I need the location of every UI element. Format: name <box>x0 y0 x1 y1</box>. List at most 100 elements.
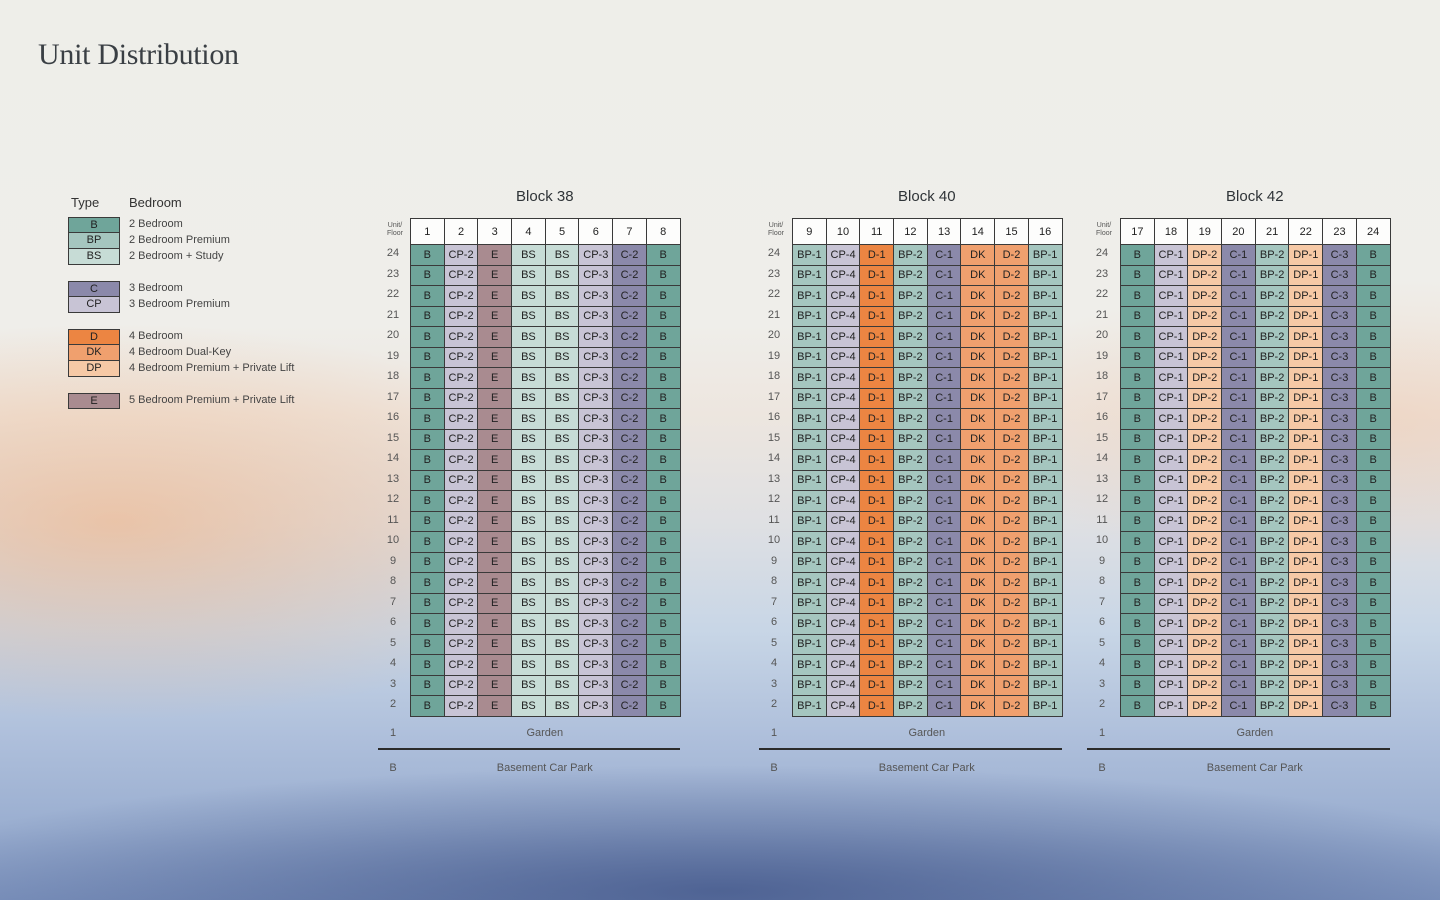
unit-cell: DP-1 <box>1288 674 1324 696</box>
unit-cell: B <box>1120 572 1155 594</box>
unit-number-cell: 3 <box>477 218 513 245</box>
floor-row-20: BP-1 CP-4 D-1 BP-2 C-1 DK D-2 BP-1 <box>792 326 1063 348</box>
legend-label: 5 Bedroom Premium + Private Lift <box>129 394 295 406</box>
unit-cell: D-2 <box>994 244 1029 266</box>
unit-cell: B <box>1355 469 1391 491</box>
floor-row-11: B CP-1 DP-2 C-1 BP-2 DP-1 C-3 B <box>1120 510 1391 532</box>
block-block-40: Block 40 Unit/ Floor 24 23 22 21 20 19 18 17 16 15 1… <box>759 188 1063 788</box>
unit-cell: C-1 <box>1221 387 1256 409</box>
unit-cell: B <box>645 428 681 450</box>
unit-cell: BP-1 <box>792 244 827 266</box>
unit-cell: D-2 <box>994 490 1029 512</box>
unit-cell: DP-2 <box>1187 326 1223 348</box>
floor-label: 17 <box>386 390 400 403</box>
unit-cell: BP-1 <box>792 674 827 696</box>
unit-cell: D-1 <box>859 572 895 594</box>
floor-row-10: BP-1 CP-4 D-1 BP-2 C-1 DK D-2 BP-1 <box>792 531 1063 553</box>
unit-cell: D-1 <box>859 633 895 655</box>
unit-cell: B <box>1120 305 1155 327</box>
unit-cell: BP-1 <box>1027 572 1063 594</box>
floor-label: 21 <box>767 308 781 321</box>
unit-cell: DP-2 <box>1187 654 1223 676</box>
unit-cell: E <box>477 408 513 430</box>
floor-label: 3 <box>770 677 778 690</box>
unit-cell: B <box>410 490 445 512</box>
unit-cell: BS <box>544 367 580 389</box>
unit-cell: CP-2 <box>443 428 479 450</box>
unit-cell: BP-1 <box>1027 387 1063 409</box>
unit-cell: C-1 <box>926 367 962 389</box>
unit-cell: CP-3 <box>578 531 614 553</box>
floor-label: 14 <box>386 452 400 464</box>
unit-cell: B <box>410 367 445 389</box>
unit-cell: D-2 <box>994 551 1029 573</box>
unit-cell: D-2 <box>994 264 1029 286</box>
unit-cell: BP-1 <box>792 633 827 655</box>
unit-cell: BS <box>511 510 546 532</box>
floor-label: 4 <box>1098 657 1106 669</box>
floor-row-5: B CP-2 E BS BS CP-3 C-2 B <box>410 633 681 655</box>
floor-label: 24 <box>1095 247 1109 259</box>
unit-cell: DP-1 <box>1288 551 1324 573</box>
floor-label: 8 <box>389 575 397 587</box>
unit-cell: C-1 <box>926 408 962 430</box>
unit-cell: BS <box>544 346 580 368</box>
unit-cell: BP-1 <box>792 490 827 512</box>
unit-cell: BS <box>544 592 580 614</box>
floor-label: 16 <box>1095 411 1109 423</box>
unit-cell: CP-1 <box>1153 285 1189 307</box>
floor-label: 20 <box>767 329 781 341</box>
unit-cell: C-1 <box>1221 428 1256 450</box>
unit-cell: BS <box>544 510 580 532</box>
floor-row-17: BP-1 CP-4 D-1 BP-2 C-1 DK D-2 BP-1 <box>792 387 1063 409</box>
floor-label: 10 <box>1095 534 1109 546</box>
floor-row-18: B CP-1 DP-2 C-1 BP-2 DP-1 C-3 B <box>1120 367 1391 389</box>
unit-cell: DP-2 <box>1187 572 1223 594</box>
unit-cell: C-3 <box>1322 531 1357 553</box>
unit-cell: C-2 <box>612 572 647 594</box>
floor-label: 19 <box>1095 349 1109 362</box>
unit-cell: CP-3 <box>578 346 614 368</box>
basement-car-park-label: Basement Car Park <box>878 761 975 774</box>
unit-cell: B <box>410 572 445 594</box>
unit-cell: CP-3 <box>578 244 614 266</box>
unit-cell: BS <box>511 408 546 430</box>
unit-cell: C-1 <box>926 531 962 553</box>
unit-cell: E <box>477 428 513 450</box>
unit-cell: BP-2 <box>893 490 928 512</box>
floor-label: 17 <box>1095 390 1109 403</box>
unit-cell: C-3 <box>1322 449 1357 471</box>
unit-cell: BS <box>544 490 580 512</box>
unit-cell: D-1 <box>859 490 895 512</box>
unit-cell: DP-1 <box>1288 305 1324 327</box>
floor-row-9: B CP-1 DP-2 C-1 BP-2 DP-1 C-3 B <box>1120 551 1391 573</box>
unit-cell: BP-2 <box>893 592 928 614</box>
unit-cell: DP-2 <box>1187 285 1223 307</box>
unit-cell: BP-1 <box>1027 326 1063 348</box>
unit-cell: CP-1 <box>1153 469 1189 491</box>
unit-cell: DP-1 <box>1288 654 1324 676</box>
floor-label: 11 <box>387 513 399 526</box>
unit-cell: B <box>1355 654 1391 676</box>
unit-cell: BP-1 <box>792 367 827 389</box>
unit-cell: BP-2 <box>1254 428 1290 450</box>
unit-cell: BP-1 <box>792 695 827 717</box>
unit-cell: B <box>410 531 445 553</box>
unit-cell: B <box>1355 264 1391 286</box>
unit-cell: CP-4 <box>825 490 861 512</box>
unit-cell: B <box>645 326 681 348</box>
unit-cell: BP-1 <box>1027 674 1063 696</box>
unit-cell: BP-2 <box>1254 264 1290 286</box>
unit-cell: BP-2 <box>893 572 928 594</box>
unit-cell: E <box>477 531 513 553</box>
legend-item-bs: BS 2 Bedroom + Study <box>68 249 328 265</box>
unit-cell: C-1 <box>1221 346 1256 368</box>
unit-cell: B <box>1355 387 1391 409</box>
unit-cell: E <box>477 244 513 266</box>
floor-row-8: B CP-1 DP-2 C-1 BP-2 DP-1 C-3 B <box>1120 572 1391 594</box>
unit-cell: B <box>645 346 681 368</box>
legend-swatch: B <box>68 217 120 233</box>
unit-cell: C-1 <box>926 264 962 286</box>
floor-label: 11 <box>1096 513 1108 526</box>
unit-cell: B <box>1355 551 1391 573</box>
